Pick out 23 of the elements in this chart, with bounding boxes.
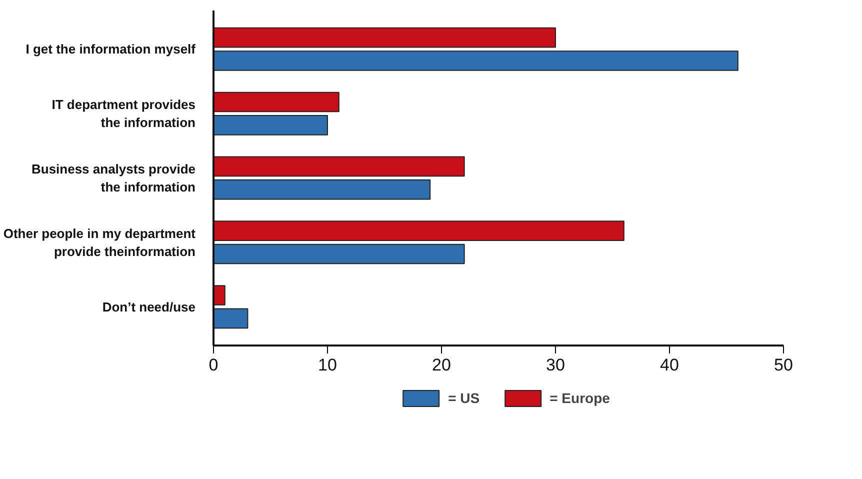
bar — [214, 285, 226, 306]
x-tick-label: 0 — [208, 356, 218, 374]
bar — [214, 220, 624, 241]
bar — [214, 27, 556, 48]
x-tick-label: 50 — [774, 356, 793, 374]
legend-label: = US — [448, 390, 480, 406]
x-tick-label: 40 — [660, 356, 679, 374]
bar — [214, 115, 328, 136]
bar — [214, 50, 738, 71]
bar — [214, 179, 431, 200]
y-tick-label: Don’t need/use — [102, 299, 196, 314]
x-tick-label: 30 — [546, 356, 565, 374]
y-tick-label: Other people in my department provide theinformation — [3, 226, 196, 259]
bar — [214, 92, 340, 112]
bar — [214, 308, 248, 329]
x-tick-label: 20 — [432, 356, 451, 374]
y-tick-label: Business analysts provide the information — [31, 162, 196, 194]
y-tick-label: I get the information myself — [26, 42, 196, 57]
bar — [214, 244, 465, 264]
bar — [214, 156, 465, 177]
y-tick-label: IT department provides the information — [52, 97, 196, 130]
x-tick-label: 10 — [318, 356, 337, 374]
legend-label: = Europe — [550, 390, 610, 406]
